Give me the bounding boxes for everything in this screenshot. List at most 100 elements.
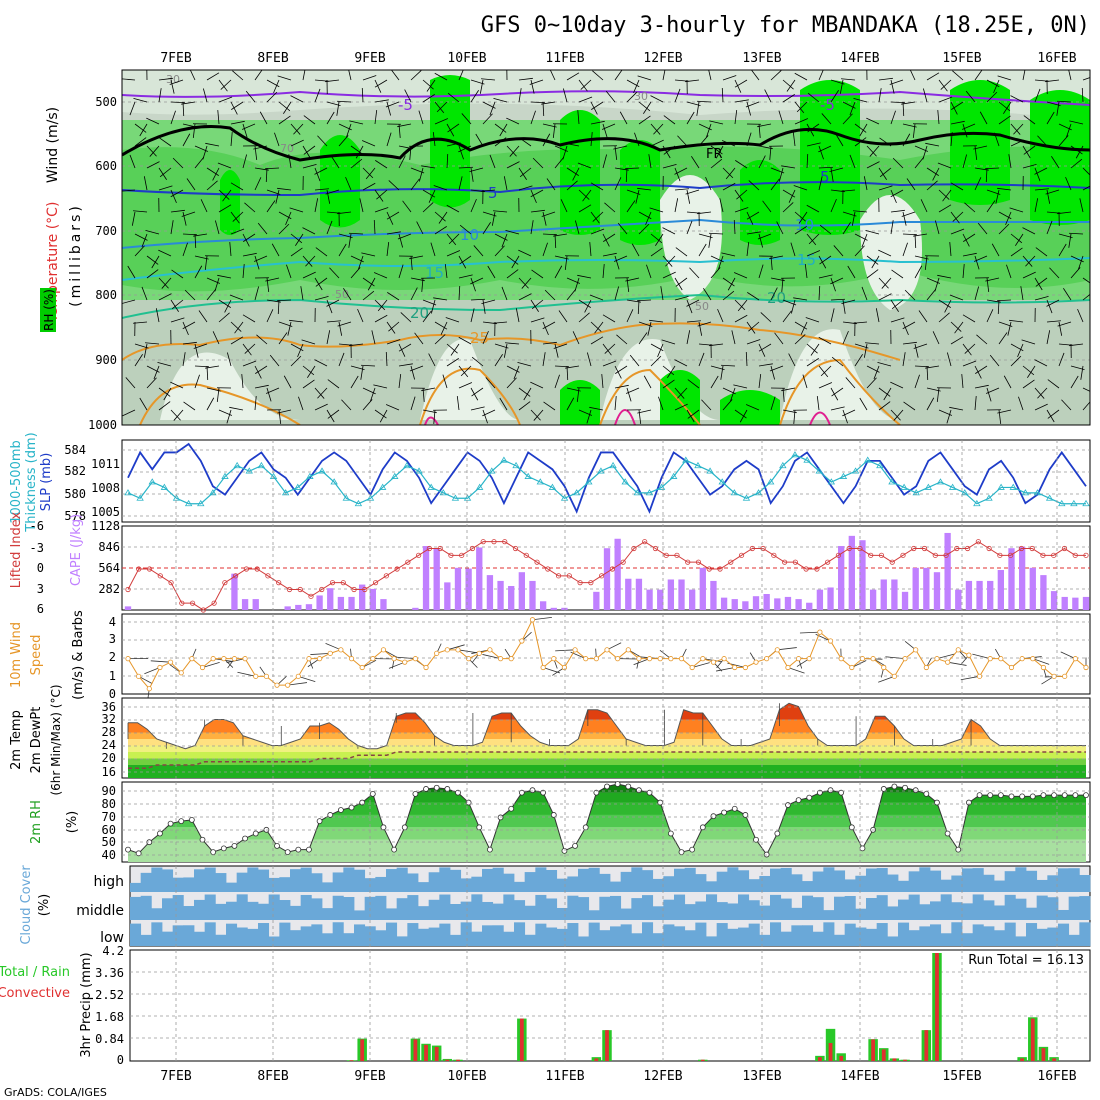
cloud-bar (620, 908, 632, 920)
cape-bar (848, 535, 855, 610)
slp-thickness-series (124, 442, 1090, 514)
wind-barb (532, 157, 544, 169)
wind10-label-b: Speed (29, 635, 44, 676)
wind10-speed-point (870, 656, 876, 662)
lifted-index-point (416, 552, 422, 558)
wind-barb (1022, 255, 1033, 267)
wind-barb (269, 354, 280, 367)
contour-label: -5 (398, 96, 413, 114)
wind-barb (566, 72, 580, 81)
cloud-cover-bars (130, 867, 1091, 946)
wind-barb (674, 188, 689, 191)
date-label-top: 12FEB (643, 51, 682, 66)
wind-barb (909, 70, 916, 81)
cloud-bar (386, 869, 398, 892)
wind-barb (285, 211, 292, 226)
wind-barb (722, 182, 736, 191)
thickness-point (415, 467, 423, 474)
wind-barb (696, 100, 712, 103)
cape-bar (241, 599, 249, 610)
cloud-bar (162, 931, 174, 946)
cloud-bar (300, 894, 312, 920)
wind-barb (139, 123, 148, 137)
wind-barb (1069, 343, 1084, 347)
wind-barb (553, 233, 568, 237)
wind-barb (232, 70, 244, 81)
cloud-bar (215, 934, 227, 946)
precip-tick: 4.2 (102, 944, 124, 958)
wind-barb (489, 154, 496, 169)
lifted-index-point (1008, 552, 1014, 558)
wind-barb (503, 176, 508, 191)
cloud-bar (610, 881, 622, 892)
wind-barb (841, 299, 856, 305)
temp-label-c: (6hr Min/Max) (°C) (49, 684, 63, 795)
wind-barb (830, 277, 844, 285)
wind-barb (374, 79, 388, 88)
wind10-speed-point (636, 656, 642, 662)
lifted-index-point (329, 580, 336, 586)
wind-barb (440, 321, 448, 335)
wind-barb (438, 211, 448, 224)
wind10-barb (787, 667, 805, 674)
cloud-bar (332, 895, 344, 920)
wind-barb (171, 299, 184, 310)
wind-barb (398, 343, 406, 357)
cape-bar (316, 595, 323, 610)
wind-barb (925, 142, 940, 147)
wind-barb (1008, 154, 1012, 169)
wind-barb (275, 189, 280, 204)
thickness-point (742, 494, 751, 501)
wind-barb (158, 401, 171, 411)
lifted-index-point (523, 552, 529, 558)
wind-barb (193, 343, 208, 349)
wind-barb (590, 228, 605, 235)
wind10-speed-point (221, 656, 227, 662)
wind-barb (158, 293, 172, 301)
wind-barb (1056, 100, 1072, 103)
cape-bar (1018, 546, 1026, 610)
wind-barb (458, 336, 472, 345)
wind10-speed-point (189, 656, 195, 662)
wind-barb (444, 264, 448, 279)
wind-barb (1035, 277, 1048, 287)
precip-conv-bar (892, 1058, 897, 1061)
rh-point (561, 847, 568, 854)
wind-barb (891, 299, 904, 310)
rh-point (582, 824, 589, 831)
wind-barb (230, 101, 238, 115)
wind10-speed-point (583, 656, 589, 662)
wind-barb (446, 358, 459, 367)
wind-barb (434, 226, 447, 235)
cape-bar (880, 579, 887, 610)
wind-barb (866, 269, 879, 279)
precip-tick: 1.68 (95, 1010, 124, 1024)
lifted-index-point (642, 539, 648, 545)
wind-barb (721, 252, 736, 257)
contour-label: 20 (767, 289, 786, 307)
cloud-bar (428, 927, 440, 946)
wind10-speed-point (434, 650, 440, 656)
wind10-barb (144, 667, 161, 675)
wind-barb (938, 204, 952, 213)
rh-point (412, 791, 419, 797)
cloud-bar (1068, 868, 1080, 892)
wind-barb (125, 377, 136, 389)
cape-bar (752, 596, 760, 610)
date-label-top: 10FEB (447, 51, 486, 66)
wind-barb (883, 387, 892, 401)
wind-barb (667, 365, 676, 378)
wind-barb (398, 363, 413, 367)
wind-barb (757, 233, 772, 240)
cloud-cover-panel: high middle low Cloud Cover (%) (19, 865, 1091, 947)
temp-band (128, 732, 1086, 739)
wind-barb (602, 123, 608, 138)
wind10-speed-point (987, 656, 993, 662)
wind-barb (746, 231, 761, 235)
cloud-bar (396, 936, 408, 946)
wind-barb (758, 155, 766, 169)
wind-barb (146, 255, 159, 265)
cloud-bar (162, 898, 174, 920)
wind-barb (374, 314, 388, 323)
wind-barb (770, 287, 778, 301)
